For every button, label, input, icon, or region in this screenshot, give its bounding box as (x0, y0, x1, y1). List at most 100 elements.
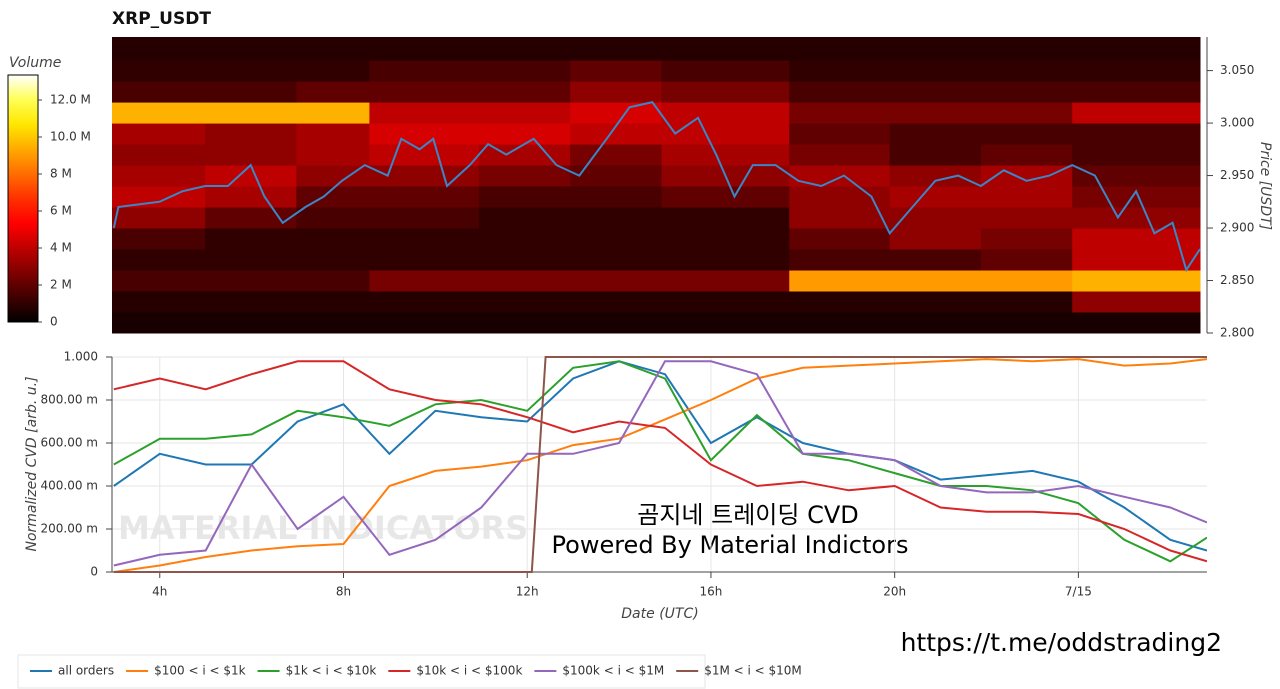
heatmap-cell (570, 165, 662, 187)
heatmap-cell (112, 207, 206, 229)
heatmap-cell (205, 165, 297, 187)
y-tick-label: 600.00 m (41, 436, 99, 450)
y-tick-label: 200.00 m (41, 522, 99, 536)
heatmap-cell (112, 249, 206, 271)
heatmap-cell (789, 291, 891, 313)
heatmap-cell (369, 37, 480, 61)
heatmap-cell (789, 249, 891, 271)
heatmap-cell (205, 37, 297, 61)
x-tick-label: 7/15 (1065, 585, 1092, 599)
heatmap-cell (661, 123, 790, 145)
heatmap-cell (478, 270, 571, 292)
heatmap-cell (205, 60, 297, 82)
heatmap-cell (570, 186, 662, 208)
heatmap-cell (889, 186, 982, 208)
heatmap-cell (296, 81, 370, 103)
heatmap-cell (661, 186, 790, 208)
heatmap-cell (889, 144, 982, 166)
heatmap-cell (889, 165, 982, 187)
heatmap-cell (789, 60, 891, 82)
y-tick-label: 400.00 m (41, 479, 99, 493)
heatmap-cell (1072, 270, 1201, 292)
heatmap-cell (112, 312, 206, 334)
heatmap-cell (112, 228, 206, 250)
heatmap-cell (980, 228, 1073, 250)
heatmap-cell (478, 312, 571, 334)
heatmap-cell (1072, 144, 1201, 166)
heatmap-cell (478, 207, 571, 229)
heatmap-cell (296, 60, 370, 82)
heatmap-cell (570, 144, 662, 166)
heatmap-cell (980, 37, 1073, 61)
colorbar-tick-label: 4 M (50, 240, 72, 254)
series-line (113, 360, 1207, 563)
heatmap-cell (296, 291, 370, 313)
legend-label: $100 < i < $1k (154, 664, 246, 678)
heatmap-cell (980, 270, 1073, 292)
heatmap-cell (570, 249, 662, 271)
heatmap-cell (980, 207, 1073, 229)
heatmap-cell (205, 144, 297, 166)
heatmap-cell (296, 144, 370, 166)
x-axis-title: Date (UTC) (621, 606, 698, 622)
heatmap-cell (980, 186, 1073, 208)
heatmap-cell (369, 312, 480, 334)
heatmap-cell (112, 291, 206, 313)
heatmap-cell (789, 37, 891, 61)
heatmap-cell (570, 312, 662, 334)
heatmap-cell (478, 165, 571, 187)
heatmap-cell (570, 228, 662, 250)
heatmap-cell (296, 102, 370, 124)
heatmap-cell (112, 270, 206, 292)
heatmap-cell (112, 37, 206, 61)
heatmap-cell (661, 60, 790, 82)
heatmap-cell (478, 228, 571, 250)
heatmap-cell (889, 228, 982, 250)
heatmap-cell (112, 144, 206, 166)
heatmap-cell (1072, 81, 1201, 103)
heatmap-cell (369, 144, 480, 166)
heatmap-cell (369, 123, 480, 145)
heatmap-cell (889, 37, 982, 61)
series-line (113, 360, 1207, 563)
heatmap-cell (661, 291, 790, 313)
price-line (112, 100, 1201, 273)
heatmap-cell (789, 207, 891, 229)
heatmap-cell (1072, 207, 1201, 229)
legend-label: $10k < i < $100k (416, 664, 522, 678)
heatmap-cell (789, 123, 891, 145)
heatmap-cell (1072, 312, 1201, 334)
x-tick-label: 12h (516, 585, 539, 599)
heatmap-cell (205, 249, 297, 271)
heatmap-cell (980, 60, 1073, 82)
heatmap-cell (980, 144, 1073, 166)
heatmap-cell (570, 291, 662, 313)
link: https://t.me/oddstrading2 (901, 628, 1222, 657)
y-tick-label: 3.000 (1220, 116, 1254, 130)
colorbar-tick-label: 8 M (50, 166, 72, 180)
y-tick-label: 2.850 (1220, 273, 1254, 287)
x-tick-label: 20h (883, 585, 906, 599)
heatmap-cell (1072, 37, 1201, 61)
legend-label: all orders (58, 664, 114, 678)
heatmap-cell (478, 291, 571, 313)
y-tick-label: 2.800 (1220, 326, 1254, 340)
heatmap-cell (205, 291, 297, 313)
legend-label: $100k < i < $1M (562, 664, 664, 678)
heatmap-cell (980, 312, 1073, 334)
heatmap-cell (369, 291, 480, 313)
heatmap-cell (789, 81, 891, 103)
heatmap-cell (205, 270, 297, 292)
heatmap-cell (296, 37, 370, 61)
heatmap-cell (889, 102, 982, 124)
heatmap-cell (296, 312, 370, 334)
heatmap-cell (889, 207, 982, 229)
heatmap-cell (661, 81, 790, 103)
heatmap-cell (889, 249, 982, 271)
heatmap-cell (570, 60, 662, 82)
heatmap-cell (789, 144, 891, 166)
heatmap-cell (661, 228, 790, 250)
heatmap-cell (570, 270, 662, 292)
series-line (113, 356, 1207, 573)
